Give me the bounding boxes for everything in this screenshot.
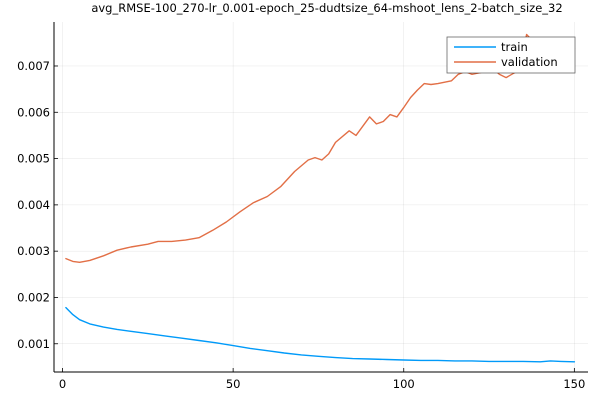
y-tick-label: 0.005 (17, 152, 50, 166)
y-tick-label: 0.004 (17, 198, 50, 212)
x-tick-label: 150 (563, 377, 585, 391)
series-layer (65, 33, 576, 363)
x-tick-label: 100 (393, 377, 415, 391)
y-tick-label: 0.001 (17, 337, 50, 351)
x-tick-label: 50 (226, 377, 241, 391)
legend-box (446, 36, 576, 74)
tick-labels: 0 50 100 150 0.001 0.002 0.003 0.004 0.005 0.006 0… (17, 59, 585, 391)
legend-label-validation: validation (501, 55, 558, 69)
y-tick-label: 0.002 (17, 290, 50, 304)
y-tick-label: 0.006 (17, 105, 50, 119)
series-line-train (65, 306, 576, 363)
x-tick-label: 0 (59, 377, 66, 391)
legend: train validation (446, 36, 576, 74)
legend-label-train: train (501, 40, 528, 54)
series-line-validation (65, 33, 576, 263)
y-tick-label: 0.007 (17, 59, 50, 73)
y-tick-label: 0.003 (17, 244, 50, 258)
grid-lines (54, 22, 588, 372)
axes (53, 22, 588, 373)
chart-title: avg_RMSE-100_270-lr_0.001-epoch_25-dudts… (91, 1, 562, 15)
